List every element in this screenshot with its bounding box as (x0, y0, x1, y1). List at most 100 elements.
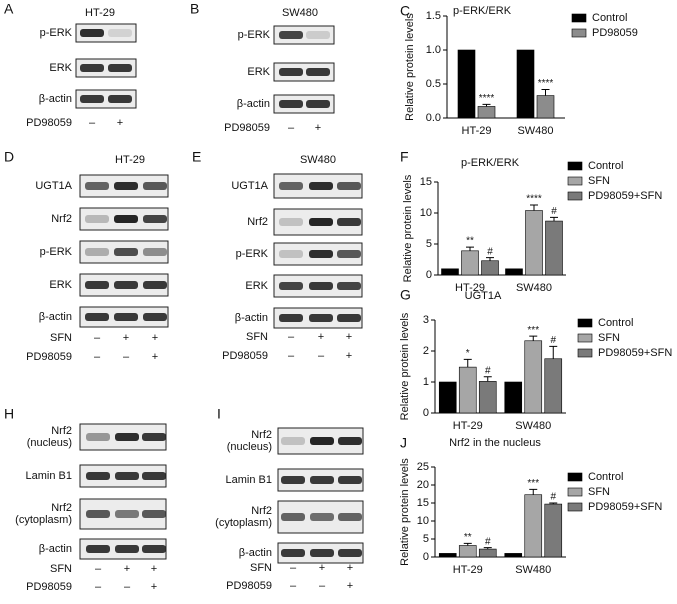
bar (504, 553, 523, 558)
band (281, 437, 305, 445)
treatment-mark: – (290, 580, 297, 592)
band (338, 549, 362, 557)
error-bar (463, 542, 472, 546)
bar (516, 49, 535, 119)
band (114, 215, 138, 223)
legend-swatch (571, 28, 587, 38)
chart-title: Nrf2 in the nucleus (449, 437, 541, 449)
treatment-mark: + (152, 351, 158, 363)
legend-label: Control (598, 317, 633, 329)
band (309, 182, 333, 190)
error-bar (541, 88, 550, 96)
treatment-label: PD98059 (26, 351, 72, 363)
y-tick-label: 20 (417, 479, 429, 491)
band (85, 215, 109, 223)
band (85, 248, 109, 256)
error-bar (483, 547, 492, 550)
treatment-label: PD98059 (222, 350, 268, 362)
treatment-mark: – (290, 562, 297, 574)
treatment-mark: + (347, 562, 353, 574)
band (279, 182, 303, 190)
bar (536, 95, 555, 119)
band (309, 314, 333, 322)
band (279, 250, 303, 258)
bar (457, 49, 476, 119)
x-tick-label: SW480 (515, 420, 551, 432)
band (279, 31, 303, 39)
error-bar (486, 257, 494, 261)
panel-letter: I (217, 406, 221, 422)
y-tick-label: 5 (426, 238, 432, 250)
legend-swatch (577, 318, 593, 328)
band (281, 513, 305, 521)
x-tick-label: SW480 (517, 125, 553, 137)
y-tick-label: 0.0 (426, 112, 441, 124)
legend-swatch (571, 13, 587, 23)
legend-swatch (567, 176, 583, 186)
band (86, 545, 110, 553)
band (338, 437, 362, 445)
treatment-mark: – (89, 117, 96, 129)
bar (544, 503, 563, 558)
legend-swatch (577, 333, 593, 343)
treatment-mark: + (346, 350, 352, 362)
band (115, 472, 139, 480)
treatment-mark: – (288, 122, 295, 134)
band (142, 472, 166, 480)
y-tick-label: 2 (423, 345, 429, 357)
treatment-mark: – (94, 332, 101, 344)
bar (461, 250, 479, 276)
blot-box (273, 25, 335, 45)
band (143, 215, 167, 223)
band (115, 545, 139, 553)
error-bar (482, 103, 491, 107)
treatment-mark: – (288, 350, 295, 362)
y-tick-label: 3 (423, 314, 429, 326)
row-label: p-ERK (236, 248, 269, 260)
legend-label: Control (592, 12, 627, 24)
treatment-mark: + (124, 563, 130, 575)
row-label: p-ERK (40, 27, 73, 39)
bar (458, 366, 477, 414)
x-tick-label: HT-29 (462, 125, 492, 137)
treatment-mark: + (347, 580, 353, 592)
bar (525, 210, 543, 276)
x-tick-label: HT-29 (453, 564, 483, 576)
band (142, 545, 166, 553)
treatment-mark: + (318, 331, 324, 343)
treatment-mark: + (117, 117, 123, 129)
y-tick-label: 1.5 (426, 10, 441, 22)
x-tick-label: SW480 (515, 564, 551, 576)
band (279, 68, 303, 76)
row-label: Nrf2 (251, 505, 272, 517)
band (108, 64, 132, 72)
treatment-label: SFN (250, 562, 272, 574)
significance: # (485, 365, 491, 376)
significance: # (550, 335, 556, 346)
band (80, 64, 104, 72)
band (306, 100, 330, 108)
band (108, 29, 132, 37)
band (337, 250, 361, 258)
y-axis-label: Relative protein levels (399, 312, 411, 420)
significance: # (550, 492, 556, 503)
y-tick-label: 1 (423, 376, 429, 388)
y-axis-label: Relative protein levels (402, 174, 414, 282)
band (85, 281, 109, 289)
row-label: p-ERK (40, 246, 73, 258)
bar (544, 358, 563, 414)
row-label: ERK (247, 66, 270, 78)
treatment-mark: – (288, 331, 295, 343)
bar (505, 268, 523, 276)
panel-letter: H (4, 406, 14, 422)
legend-swatch (567, 161, 583, 171)
band (310, 549, 334, 557)
treatment-mark: + (123, 332, 129, 344)
row-label: ERK (245, 280, 268, 292)
row-label: β-actin (237, 98, 270, 110)
treatment-label: PD98059 (26, 581, 72, 593)
band (80, 95, 104, 103)
band (337, 314, 361, 322)
significance: *** (527, 478, 539, 489)
